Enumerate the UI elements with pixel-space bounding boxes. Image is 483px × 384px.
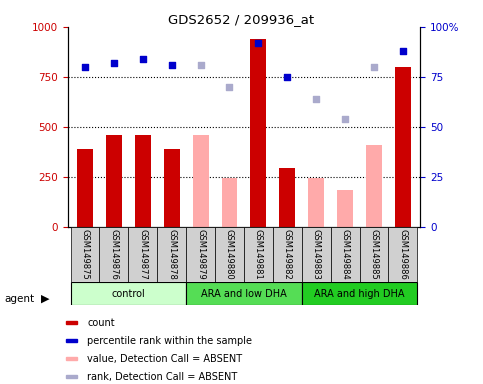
Point	[81, 64, 89, 70]
Bar	[66, 375, 77, 378]
Text: ARA and low DHA: ARA and low DHA	[201, 289, 287, 299]
Point	[313, 96, 320, 102]
Bar	[302, 282, 417, 305]
Text: GSM149885: GSM149885	[369, 229, 379, 280]
Bar	[337, 190, 353, 227]
Bar	[193, 135, 209, 227]
Bar	[222, 178, 238, 227]
Text: ARA and high DHA: ARA and high DHA	[314, 289, 405, 299]
Text: GSM149886: GSM149886	[398, 229, 407, 280]
Bar	[215, 227, 244, 282]
Bar	[186, 227, 215, 282]
Bar	[308, 178, 324, 227]
Point	[284, 74, 291, 80]
Text: GSM149876: GSM149876	[109, 229, 118, 280]
Text: GSM149875: GSM149875	[81, 229, 89, 280]
Bar	[302, 227, 331, 282]
Bar	[388, 227, 417, 282]
Bar	[157, 227, 186, 282]
Bar	[331, 227, 359, 282]
Point	[255, 40, 262, 46]
Bar	[273, 227, 302, 282]
Text: agent: agent	[5, 294, 35, 304]
Text: rank, Detection Call = ABSENT: rank, Detection Call = ABSENT	[87, 371, 237, 382]
Bar	[66, 357, 77, 360]
Text: GDS2652 / 209936_at: GDS2652 / 209936_at	[169, 13, 314, 26]
Text: GSM149882: GSM149882	[283, 229, 292, 280]
Bar	[135, 135, 151, 227]
Bar	[250, 39, 266, 227]
Point	[370, 64, 378, 70]
Bar	[164, 149, 180, 227]
Bar	[71, 282, 186, 305]
Text: GSM149883: GSM149883	[312, 229, 321, 280]
Text: GSM149881: GSM149881	[254, 229, 263, 280]
Point	[226, 84, 233, 90]
Bar	[279, 168, 295, 227]
Bar	[186, 282, 302, 305]
Point	[168, 62, 175, 68]
Point	[110, 60, 118, 66]
Text: GSM149880: GSM149880	[225, 229, 234, 280]
Bar	[359, 227, 388, 282]
Bar	[128, 227, 157, 282]
Text: GSM149884: GSM149884	[341, 229, 350, 280]
Text: ▶: ▶	[41, 294, 50, 304]
Text: GSM149879: GSM149879	[196, 229, 205, 280]
Bar	[244, 227, 273, 282]
Text: percentile rank within the sample: percentile rank within the sample	[87, 336, 252, 346]
Point	[197, 62, 204, 68]
Point	[399, 48, 407, 54]
Bar	[66, 339, 77, 342]
Text: count: count	[87, 318, 114, 328]
Bar	[366, 145, 382, 227]
Point	[341, 116, 349, 122]
Text: GSM149877: GSM149877	[138, 229, 147, 280]
Point	[139, 56, 147, 62]
Text: GSM149878: GSM149878	[167, 229, 176, 280]
Text: control: control	[112, 289, 145, 299]
Bar	[77, 149, 93, 227]
Bar	[71, 227, 99, 282]
Bar	[99, 227, 128, 282]
Bar	[395, 67, 411, 227]
Bar	[66, 321, 77, 324]
Text: value, Detection Call = ABSENT: value, Detection Call = ABSENT	[87, 354, 242, 364]
Bar	[106, 135, 122, 227]
